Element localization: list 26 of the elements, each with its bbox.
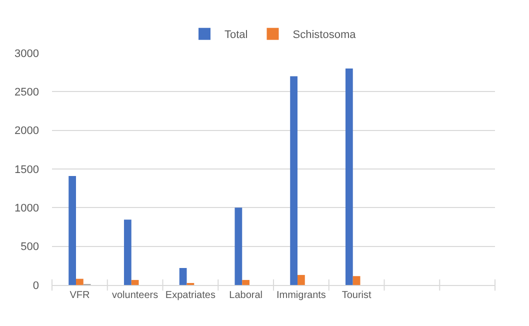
y-tick-label: 0 [32, 280, 39, 292]
bar [242, 280, 250, 285]
y-tick-label: 1000 [14, 202, 39, 215]
bar [290, 76, 298, 285]
bar [68, 176, 76, 285]
bar [124, 220, 132, 285]
x-tick-label: VFR [70, 290, 90, 301]
y-tick-label: 2000 [14, 125, 39, 138]
bar [345, 68, 353, 285]
legend-label: Schistosoma [292, 29, 357, 42]
x-tick-label: Immigrants [276, 290, 326, 301]
x-tick-label: Laboral [229, 290, 262, 301]
y-tick-label: 500 [20, 241, 39, 254]
y-tick-label: 3000 [14, 48, 39, 60]
y-tick-label: 2500 [14, 86, 39, 99]
x-tick-label: Tourist [342, 290, 372, 301]
bar [76, 278, 84, 285]
y-tick-label: 1500 [14, 164, 39, 176]
legend-label: Total [224, 29, 248, 42]
bar [131, 280, 139, 285]
bar [234, 208, 242, 285]
bar [352, 276, 360, 285]
x-tick-label: volunteers [112, 290, 158, 301]
bar [298, 274, 305, 285]
x-tick-label: Expatriates [165, 290, 216, 301]
bar [179, 268, 187, 285]
